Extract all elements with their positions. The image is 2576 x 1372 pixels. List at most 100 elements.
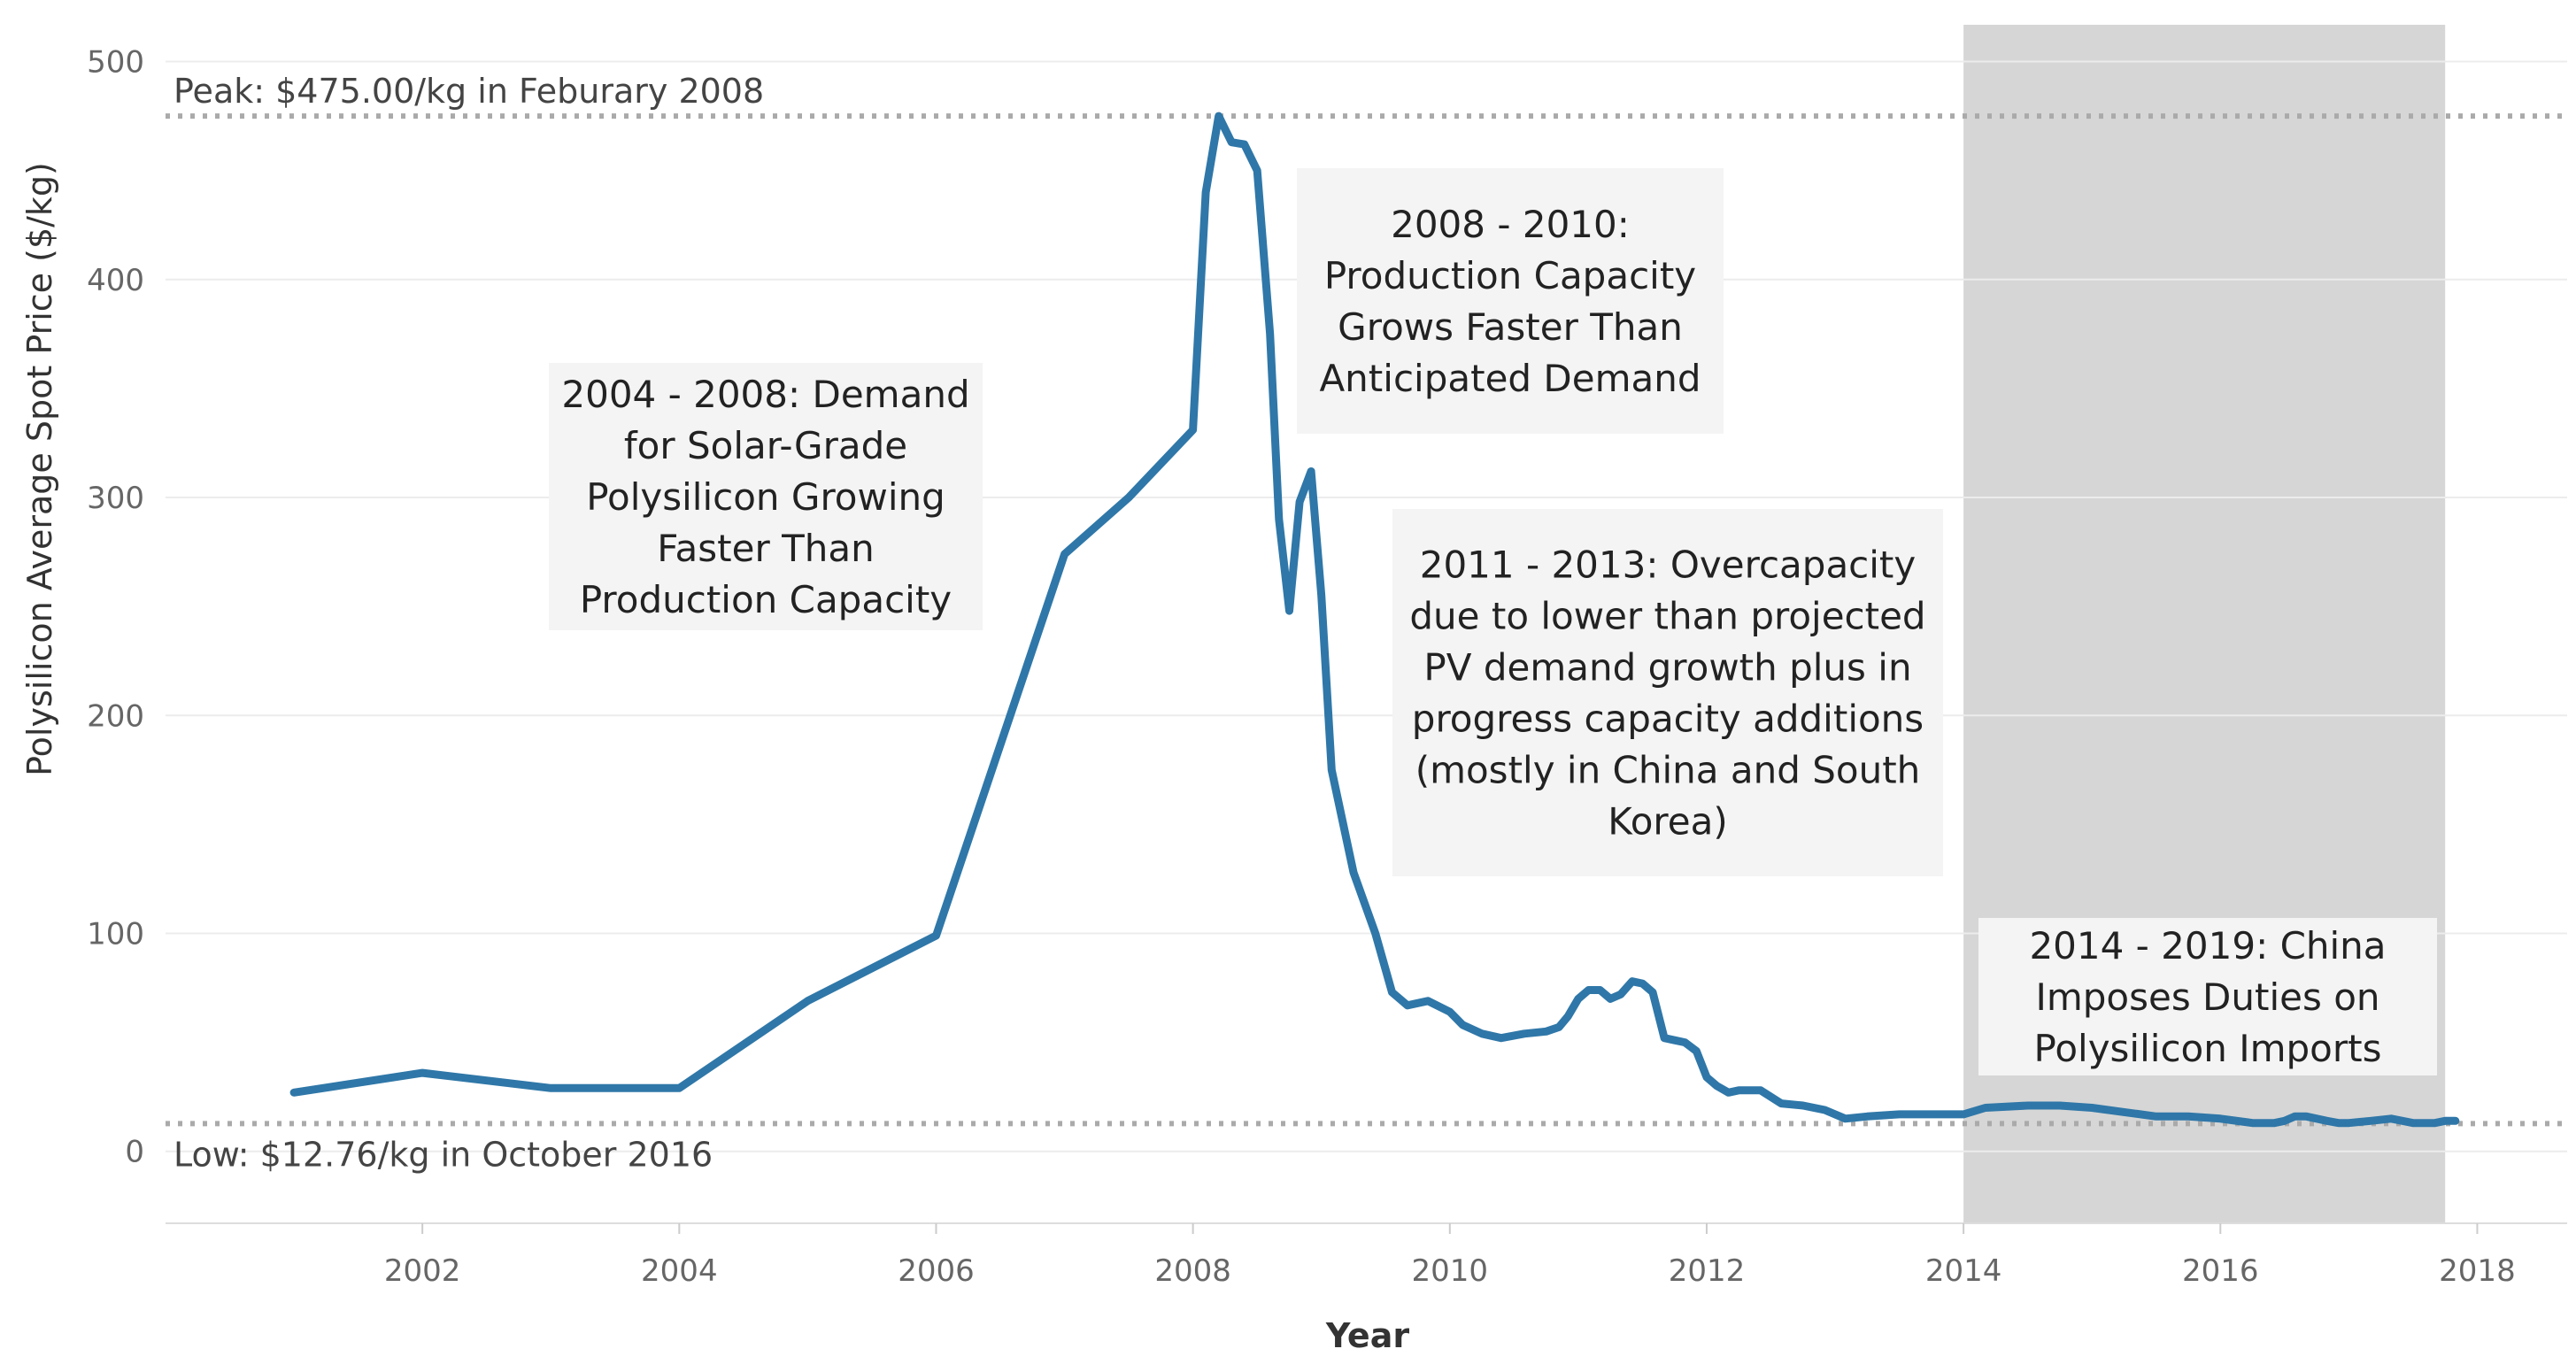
data-point bbox=[2291, 1113, 2299, 1121]
data-point bbox=[1285, 607, 1293, 615]
data-point bbox=[1778, 1099, 1785, 1107]
series-layer bbox=[289, 112, 2460, 1128]
annotation-2008-2010: 2008 - 2010: Production Capacity Grows Fas… bbox=[1297, 168, 1724, 434]
data-point bbox=[1616, 990, 1624, 998]
data-point bbox=[1424, 997, 1432, 1005]
data-point bbox=[1403, 1001, 1411, 1009]
data-point bbox=[419, 1069, 427, 1077]
data-point bbox=[2451, 1117, 2459, 1125]
data-point bbox=[1649, 988, 1657, 996]
data-point bbox=[2323, 1117, 2331, 1125]
y-axis-title: Polysilicon Average Spot Price ($/kg) bbox=[20, 162, 59, 776]
x-tick-label: 2014 bbox=[1925, 1253, 2002, 1289]
y-tick-label: 500 bbox=[87, 45, 144, 81]
data-point bbox=[1125, 494, 1133, 502]
data-point bbox=[2409, 1119, 2417, 1127]
y-tick-label: 300 bbox=[87, 481, 144, 516]
axes: 2002 2004 2006 2008 2010 2012 2014 2016 2018 bbox=[166, 1222, 2567, 1289]
annotation-line: Korea) bbox=[1608, 800, 1727, 844]
data-point bbox=[932, 931, 940, 939]
data-point bbox=[1628, 977, 1636, 985]
data-point bbox=[2024, 1102, 2032, 1110]
data-point bbox=[1371, 929, 1379, 937]
data-point bbox=[1639, 980, 1647, 988]
annotation-line: 2011 - 2013: Overcapacity bbox=[1420, 543, 1917, 587]
annotation-2004-2008: 2004 - 2008: Demand for Solar-Grade Polysi… bbox=[549, 363, 983, 630]
data-point bbox=[1478, 1029, 1486, 1037]
data-point bbox=[1497, 1034, 1505, 1042]
data-point bbox=[1661, 1034, 1669, 1042]
data-point bbox=[1266, 330, 1274, 338]
data-point bbox=[1317, 591, 1325, 599]
x-tick-label: 2006 bbox=[898, 1253, 975, 1289]
annotation-line: (mostly in China and South bbox=[1415, 749, 1921, 792]
y-tick-label: 0 bbox=[125, 1135, 144, 1170]
data-point bbox=[675, 1084, 683, 1092]
x-axis-title: Year bbox=[1325, 1316, 1409, 1355]
annotation-box bbox=[1392, 509, 1943, 876]
data-point bbox=[2387, 1114, 2395, 1122]
data-point bbox=[1670, 1037, 1678, 1044]
data-point bbox=[2345, 1119, 2353, 1127]
data-point bbox=[1981, 1104, 1989, 1112]
annotation-line: for Solar-Grade bbox=[624, 424, 907, 467]
data-point bbox=[1215, 112, 1222, 120]
data-point bbox=[1542, 1028, 1550, 1036]
y-tick-label: 400 bbox=[87, 263, 144, 298]
data-point bbox=[1702, 1074, 1710, 1082]
annotation-line: due to lower than projected bbox=[1409, 595, 1925, 638]
data-point bbox=[1446, 1008, 1454, 1016]
data-point bbox=[1821, 1106, 1829, 1114]
annotation-box bbox=[549, 363, 983, 630]
data-point bbox=[290, 1089, 298, 1097]
reference-lines: Peak: $475.00/kg in Feburary 2008 Low: $1… bbox=[166, 72, 2567, 1174]
annotation-line: Production Capacity bbox=[580, 578, 952, 621]
data-point bbox=[2431, 1119, 2439, 1127]
data-point bbox=[1564, 1013, 1572, 1021]
data-point bbox=[1841, 1114, 1849, 1122]
x-tick-label: 2002 bbox=[384, 1253, 461, 1289]
annotation-box bbox=[1297, 168, 1724, 434]
annotation-2011-2013: 2011 - 2013: Overcapacity due to lower th… bbox=[1392, 509, 1943, 876]
data-point bbox=[1713, 1082, 1721, 1090]
x-tick-label: 2012 bbox=[1669, 1253, 1746, 1289]
data-point bbox=[2088, 1104, 2096, 1112]
data-point bbox=[1693, 1047, 1701, 1055]
annotation-line: Production Capacity bbox=[1324, 254, 1696, 297]
data-point bbox=[1228, 138, 1236, 146]
data-point bbox=[1735, 1086, 1743, 1094]
data-point bbox=[1459, 1021, 1467, 1029]
data-point bbox=[1585, 986, 1593, 994]
x-tick-label: 2016 bbox=[2182, 1253, 2259, 1289]
data-point bbox=[547, 1084, 555, 1092]
x-tick-label: 2018 bbox=[2439, 1253, 2516, 1289]
data-point bbox=[1607, 995, 1615, 1003]
x-tick-label: 2008 bbox=[1154, 1253, 1231, 1289]
y-tick-label: 200 bbox=[87, 698, 144, 734]
annotation-line: Polysilicon Growing bbox=[586, 475, 945, 519]
data-point bbox=[1240, 141, 1248, 149]
data-point bbox=[2367, 1117, 2375, 1125]
x-tick-label: 2010 bbox=[1412, 1253, 1489, 1289]
annotation-line: 2004 - 2008: Demand bbox=[561, 373, 969, 416]
data-point bbox=[2271, 1119, 2279, 1127]
annotation-line: Polysilicon Imports bbox=[2034, 1027, 2382, 1070]
annotation-line: progress capacity additions bbox=[1412, 698, 1924, 741]
data-point bbox=[2441, 1117, 2449, 1125]
data-point bbox=[2280, 1117, 2288, 1125]
data-point bbox=[1328, 766, 1336, 774]
data-point bbox=[1555, 1023, 1563, 1031]
data-point bbox=[1520, 1029, 1528, 1037]
data-point bbox=[1296, 497, 1304, 505]
data-point bbox=[1799, 1102, 1807, 1110]
annotation-line: 2008 - 2010: bbox=[1391, 203, 1630, 246]
annotation-line: Grows Faster Than bbox=[1338, 305, 1683, 349]
data-point bbox=[1724, 1089, 1732, 1097]
data-point bbox=[1307, 467, 1315, 475]
data-point bbox=[1060, 551, 1068, 559]
y-tick-label: 100 bbox=[87, 917, 144, 952]
data-point bbox=[2217, 1114, 2225, 1122]
data-point bbox=[1202, 189, 1210, 197]
data-point bbox=[1960, 1110, 1968, 1118]
